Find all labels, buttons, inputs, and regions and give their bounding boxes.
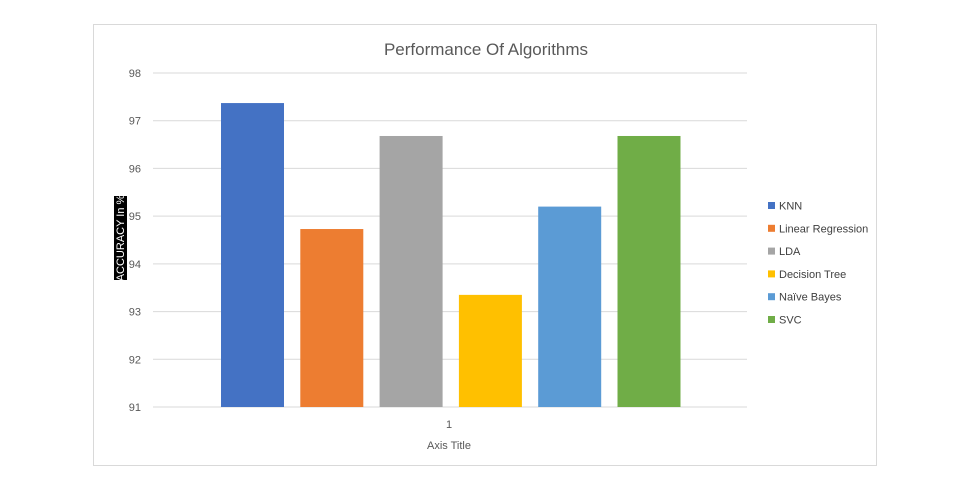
legend-swatch [768, 293, 775, 301]
x-axis-title: Axis Title [427, 440, 471, 452]
bar-knn [221, 103, 284, 407]
legend-entry: Naïve Bayes [779, 292, 842, 304]
legend-swatch [768, 316, 775, 323]
legend-entry: LDA [779, 246, 801, 258]
legend-swatch [768, 202, 775, 209]
legend-entry: Linear Regression [779, 223, 868, 235]
y-tick-label: 92 [129, 354, 141, 366]
y-tick-label: 93 [129, 307, 141, 319]
x-axis-ticks: 1 [446, 419, 452, 431]
y-tick-label: 94 [129, 259, 141, 271]
y-tick-label: 96 [129, 163, 141, 175]
bar-decision-tree [458, 294, 522, 407]
legend: KNN Linear Regression LDA Decision Tree Naïv… [768, 201, 868, 327]
x-tick-label: 1 [446, 419, 452, 431]
y-axis-title-background [114, 196, 127, 280]
y-tick-label: 98 [129, 68, 141, 80]
bar-lda [379, 135, 443, 408]
bar-linear-regression [300, 229, 364, 407]
legend-entry: SVC [779, 315, 802, 327]
y-tick-label: 91 [129, 402, 141, 414]
legend-swatch [768, 247, 775, 255]
y-tick-label: 97 [129, 116, 141, 128]
y-axis-title: ACCURACY In % [115, 194, 127, 281]
legend-swatch [768, 270, 775, 278]
legend-entry: KNN [779, 201, 802, 213]
y-axis-title-group: ACCURACY In % [114, 194, 127, 281]
y-axis-ticks: 91 92 93 94 95 96 97 98 [129, 68, 141, 414]
bar-na-ve-bayes [538, 206, 602, 407]
bars [221, 103, 681, 408]
bar-svc [617, 135, 681, 408]
chart-title: Performance Of Algorithms [384, 40, 588, 59]
legend-entry: Decision Tree [779, 269, 846, 281]
y-tick-label: 95 [129, 211, 141, 223]
legend-swatch [768, 224, 775, 232]
